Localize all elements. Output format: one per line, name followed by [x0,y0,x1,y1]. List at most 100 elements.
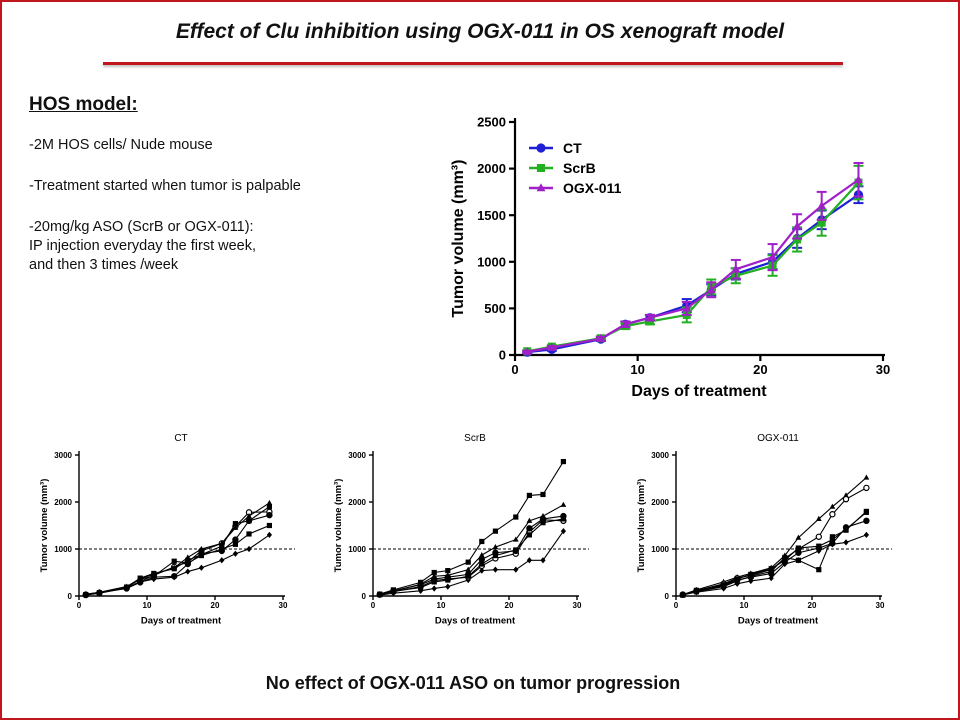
data-point [83,591,89,598]
y-axis-label: Tumor volume (mm³) [450,160,467,318]
data-point [418,584,424,591]
data-point [795,549,802,556]
data-point [512,536,519,542]
y-tick-label: 3000 [651,451,669,460]
data-point [526,492,532,499]
data-point [526,517,533,523]
series-line [527,178,860,353]
data-point [137,575,143,581]
data-point [748,571,754,577]
data-point [246,518,252,524]
series-line [682,487,867,596]
data-point [513,547,519,553]
series-line [682,511,867,596]
data-point [492,528,498,534]
data-point [863,484,870,492]
data-point [246,545,252,553]
data-point [768,252,777,261]
data-point [185,557,191,563]
data-point [266,531,272,539]
x-axis-label: Days of treatment [631,383,767,400]
y-tick-label: 1000 [651,545,669,554]
data-point [863,517,870,525]
y-tick-label: 0 [499,348,506,363]
data-point [560,501,567,507]
data-point [795,557,801,564]
data-point [768,566,774,572]
series-line [85,524,270,596]
data-point [680,592,686,598]
y-tick-label: 500 [484,301,506,316]
data-point [537,164,545,172]
data-point [817,218,826,227]
chart-title: CT [174,433,187,444]
data-point [479,567,485,574]
ct-individual-chart: 0 1000 2000 3000 0 10 20 30 Days of treatment Tum… [39,433,295,627]
data-point [645,312,655,321]
y-axis-label: Tumor volume (mm³) [333,479,344,573]
x-tick-label: 30 [279,601,288,610]
series-individual [679,484,870,598]
data-point [431,569,437,576]
y-tick-label: 1000 [54,545,72,554]
series-line [379,504,564,595]
data-point [706,284,716,293]
model-description: HOS model: -2M HOS cells/ Nude mouse -Tr… [29,94,409,297]
data-point [829,534,835,540]
conclusion-text: No effect of OGX-011 ASO on tumor progre… [265,673,681,693]
data-point [96,590,102,596]
data-point [547,342,557,351]
x-tick-label: 0 [511,362,518,377]
series-individual [680,509,869,598]
series-ogx-011 [522,162,864,355]
chart-title: ScrB [464,433,486,444]
data-point [829,537,835,543]
data-point [815,533,823,540]
data-point [465,566,472,572]
ogx-individual-chart: 0 1000 2000 3000 0 10 20 30 Days of treatment Tum… [636,433,892,627]
data-point [540,520,546,526]
data-point [795,534,802,540]
bullet-line: IP injection everyday the first week, [29,238,257,254]
x-tick-label: 0 [674,601,679,610]
y-tick-label: 2000 [477,161,506,176]
scrb-individual-chart: 0 1000 2000 3000 0 10 20 30 Days of treatment Tum… [333,433,589,627]
data-point [536,143,546,153]
x-tick-label: 10 [143,601,152,610]
series-individual [680,508,869,598]
y-axis-label: Tumor volume (mm³) [39,479,50,573]
data-point [465,573,471,579]
data-point [266,522,272,529]
series-line [85,502,270,595]
x-tick-label: 10 [630,362,644,377]
series-line [85,514,270,596]
data-point [377,591,383,598]
data-point [219,543,225,549]
bullet-line: -Treatment started when tumor is palpabl… [29,178,301,194]
data-point [151,570,157,577]
data-point [465,559,471,565]
data-point [816,567,822,573]
series-line [527,181,860,353]
series-individual [83,504,272,598]
data-point [863,531,869,539]
x-tick-label: 20 [505,601,514,610]
model-heading: HOS model: [29,94,138,115]
x-axis-label: Days of treatment [141,616,222,627]
x-tick-label: 30 [876,362,890,377]
bullet-line: -20mg/kg ASO (ScrB or OGX-011): [29,219,254,235]
data-point [492,552,498,559]
series-individual [83,522,272,598]
data-point [390,588,396,594]
data-point [817,201,827,210]
series-individual [377,516,566,598]
data-point [721,582,727,588]
y-tick-label: 3000 [348,451,366,460]
data-point [232,521,238,527]
y-tick-label: 1000 [348,545,366,554]
y-tick-label: 2000 [54,498,72,507]
data-point [829,511,836,518]
data-point [768,570,775,577]
data-point [431,579,437,585]
